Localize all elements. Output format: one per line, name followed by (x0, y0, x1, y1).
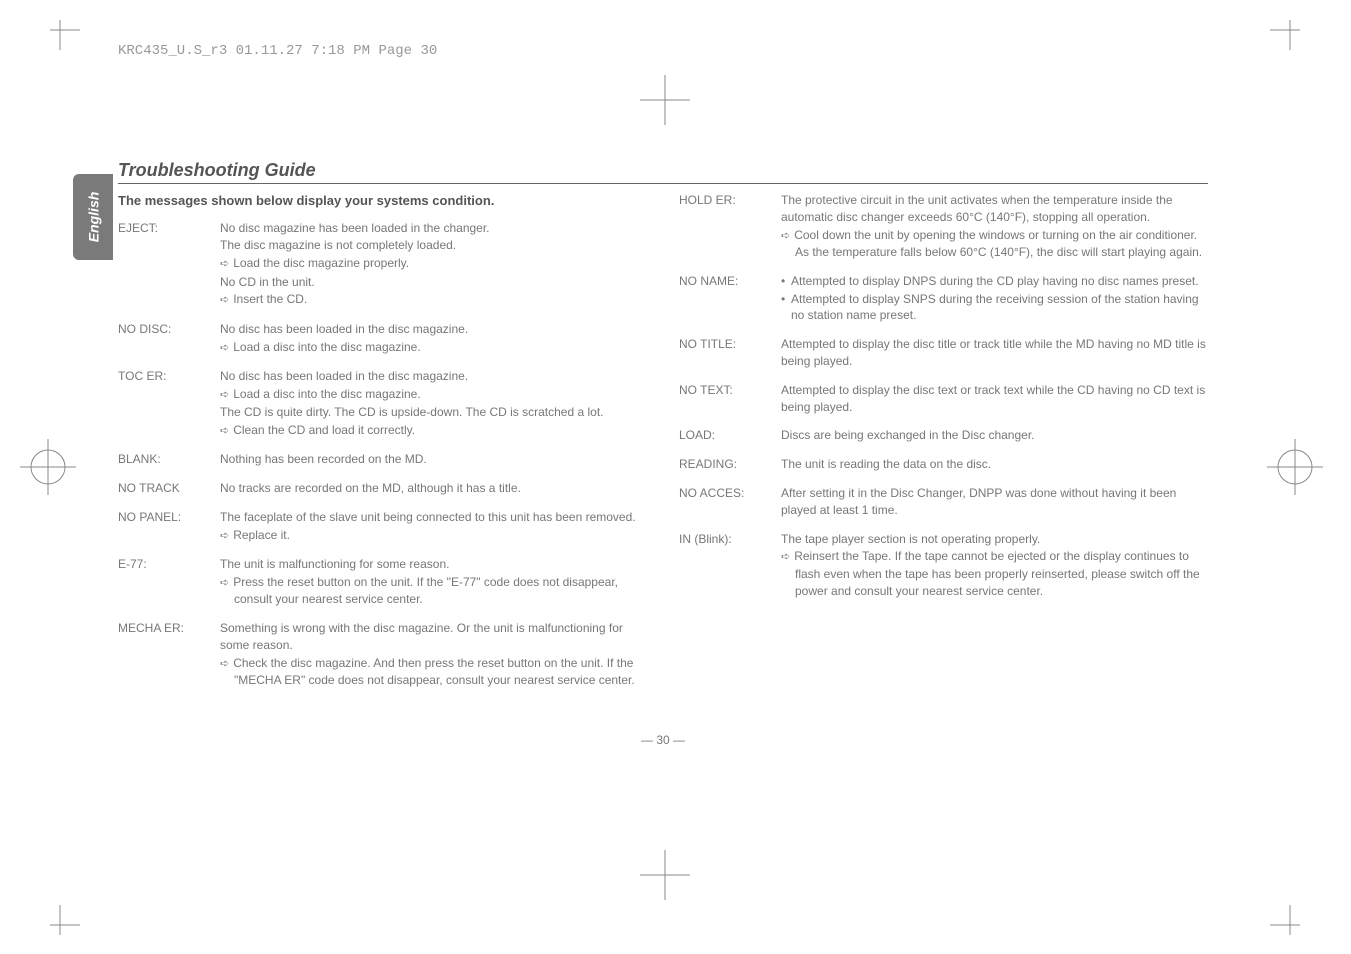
entry-line: Nothing has been recorded on the MD. (220, 451, 647, 468)
register-circle-left (18, 437, 78, 497)
columns: The messages shown below display your sy… (118, 192, 1208, 701)
entry-line: The unit is malfunctioning for some reas… (220, 556, 647, 573)
entry-body: The protective circuit in the unit activ… (781, 192, 1208, 262)
page-number: — 30 — (118, 733, 1208, 747)
entry-line: The tape player section is not operating… (781, 531, 1208, 548)
entry-label: NO NAME: (679, 273, 781, 325)
entry-body: Nothing has been recorded on the MD. (220, 451, 647, 469)
entry-line: Load a disc into the disc magazine. (220, 339, 647, 356)
message-entry: IN (Blink):The tape player section is no… (679, 531, 1208, 601)
entry-line: Attempted to display the disc text or tr… (781, 382, 1208, 416)
entry-label: TOC ER: (118, 368, 220, 440)
entry-body: Attempted to display the disc text or tr… (781, 382, 1208, 417)
language-tab: English (73, 174, 113, 260)
message-entry: LOAD:Discs are being exchanged in the Di… (679, 427, 1208, 445)
message-entry: NO ACCES:After setting it in the Disc Ch… (679, 485, 1208, 520)
entry-label: IN (Blink): (679, 531, 781, 601)
entry-line: Load a disc into the disc magazine. (220, 386, 647, 403)
entry-label: NO DISC: (118, 321, 220, 357)
entry-label: READING: (679, 456, 781, 474)
message-entry: HOLD ER:The protective circuit in the un… (679, 192, 1208, 262)
entry-body: Discs are being exchanged in the Disc ch… (781, 427, 1208, 445)
entry-body: The faceplate of the slave unit being co… (220, 509, 647, 545)
entry-body: No disc has been loaded in the disc maga… (220, 368, 647, 440)
entry-body: The tape player section is not operating… (781, 531, 1208, 601)
message-entry: MECHA ER:Something is wrong with the dis… (118, 620, 647, 690)
message-entry: NO NAME:Attempted to display DNPS during… (679, 273, 1208, 325)
title-row: Troubleshooting Guide (118, 160, 1208, 184)
entry-label: BLANK: (118, 451, 220, 469)
left-column: The messages shown below display your sy… (118, 192, 647, 701)
entry-body: Attempted to display DNPS during the CD … (781, 273, 1208, 325)
entry-body: No disc magazine has been loaded in the … (220, 220, 647, 310)
message-entry: NO DISC:No disc has been loaded in the d… (118, 321, 647, 357)
entry-label: NO TRACK (118, 480, 220, 498)
entry-line: Discs are being exchanged in the Disc ch… (781, 427, 1208, 444)
entry-body: Something is wrong with the disc magazin… (220, 620, 647, 690)
page-body: Troubleshooting Guide The messages shown… (118, 160, 1208, 747)
entry-line: Check the disc magazine. And then press … (220, 655, 647, 689)
register-mark-top (640, 75, 690, 125)
entry-line: No disc has been loaded in the disc maga… (220, 321, 647, 338)
register-circle-right (1265, 437, 1325, 497)
message-entry: NO TRACKNo tracks are recorded on the MD… (118, 480, 647, 498)
entry-label: MECHA ER: (118, 620, 220, 690)
register-mark-bottom (640, 850, 690, 900)
entry-line: Press the reset button on the unit. If t… (220, 574, 647, 608)
entry-line: The faceplate of the slave unit being co… (220, 509, 647, 526)
entry-line: Load the disc magazine properly. (220, 255, 647, 272)
entry-line: Insert the CD. (220, 291, 647, 308)
entry-body: The unit is malfunctioning for some reas… (220, 556, 647, 609)
message-entry: E-77:The unit is malfunctioning for some… (118, 556, 647, 609)
entry-label: NO PANEL: (118, 509, 220, 545)
message-entry: NO TITLE:Attempted to display the disc t… (679, 336, 1208, 371)
entry-label: EJECT: (118, 220, 220, 310)
entry-line: No tracks are recorded on the MD, althou… (220, 480, 647, 497)
message-entry: BLANK:Nothing has been recorded on the M… (118, 451, 647, 469)
entry-label: NO ACCES: (679, 485, 781, 520)
entry-line: Clean the CD and load it correctly. (220, 422, 647, 439)
entry-body: Attempted to display the disc title or t… (781, 336, 1208, 371)
entry-line: The disc magazine is not completely load… (220, 237, 647, 254)
entry-line: The unit is reading the data on the disc… (781, 456, 1208, 473)
entry-label: LOAD: (679, 427, 781, 445)
entry-line: After setting it in the Disc Changer, DN… (781, 485, 1208, 519)
entry-line: Attempted to display the disc title or t… (781, 336, 1208, 370)
entry-label: NO TITLE: (679, 336, 781, 371)
entry-body: No tracks are recorded on the MD, althou… (220, 480, 647, 498)
sub-heading: The messages shown below display your sy… (118, 192, 647, 210)
entry-line: Reinsert the Tape. If the tape cannot be… (781, 548, 1208, 599)
crop-tr (1270, 10, 1310, 50)
entry-body: After setting it in the Disc Changer, DN… (781, 485, 1208, 520)
entry-line: Cool down the unit by opening the window… (781, 227, 1208, 261)
message-entry: NO PANEL:The faceplate of the slave unit… (118, 509, 647, 545)
entry-line: No disc magazine has been loaded in the … (220, 220, 647, 237)
entry-line: The protective circuit in the unit activ… (781, 192, 1208, 226)
entry-line: No disc has been loaded in the disc maga… (220, 368, 647, 385)
message-entry: NO TEXT:Attempted to display the disc te… (679, 382, 1208, 417)
entry-line: Attempted to display SNPS during the rec… (781, 291, 1208, 325)
crop-tl (40, 10, 80, 50)
message-entry: TOC ER:No disc has been loaded in the di… (118, 368, 647, 440)
entry-line: Replace it. (220, 527, 647, 544)
entry-body: The unit is reading the data on the disc… (781, 456, 1208, 474)
crop-bl (40, 905, 80, 945)
entry-label: HOLD ER: (679, 192, 781, 262)
language-tab-label: English (85, 192, 101, 243)
entry-line: The CD is quite dirty. The CD is upside-… (220, 404, 647, 421)
crop-br (1270, 905, 1310, 945)
right-column: HOLD ER:The protective circuit in the un… (679, 192, 1208, 701)
page-title: Troubleshooting Guide (118, 160, 1208, 181)
entry-body: No disc has been loaded in the disc maga… (220, 321, 647, 357)
entry-label: E-77: (118, 556, 220, 609)
message-entry: READING:The unit is reading the data on … (679, 456, 1208, 474)
file-header: KRC435_U.S_r3 01.11.27 7:18 PM Page 30 (118, 43, 437, 59)
entry-label: NO TEXT: (679, 382, 781, 417)
entry-line: Something is wrong with the disc magazin… (220, 620, 647, 654)
entry-line: Attempted to display DNPS during the CD … (781, 273, 1208, 290)
message-entry: EJECT:No disc magazine has been loaded i… (118, 220, 647, 310)
entry-line: No CD in the unit. (220, 274, 647, 291)
